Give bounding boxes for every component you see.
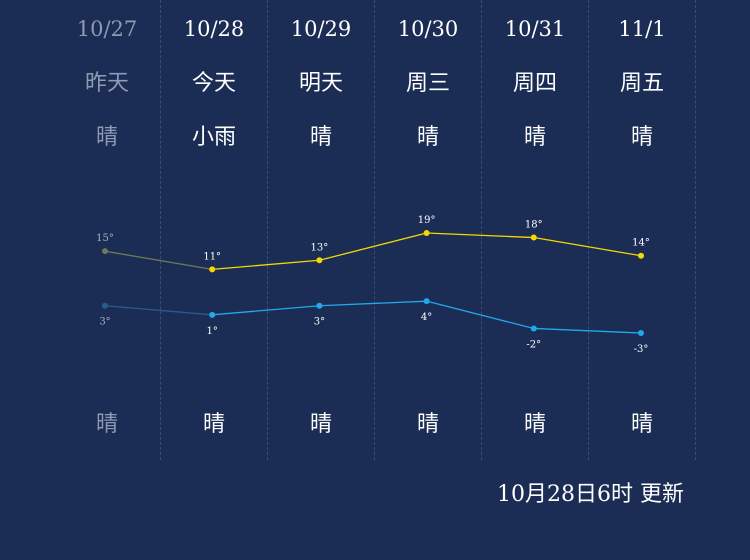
date-label: 10/30 — [397, 17, 459, 41]
day-column-tomorrow: 10/29 明天 晴 晴 — [268, 0, 375, 460]
date-label: 10/31 — [504, 17, 566, 41]
day-column-thursday: 10/31 周四 晴 晴 — [482, 0, 589, 460]
date-label: 10/29 — [290, 17, 352, 41]
date-label: 10/27 — [76, 17, 138, 41]
day-name: 今天 — [191, 71, 236, 96]
day-column-wednesday: 10/30 周三 晴 晴 — [375, 0, 482, 460]
day-name: 周四 — [512, 71, 557, 96]
night-condition: 晴 — [202, 412, 225, 437]
night-condition: 晴 — [630, 412, 653, 437]
day-name: 明天 — [298, 71, 343, 96]
day-condition: 晴 — [630, 125, 653, 150]
day-condition: 小雨 — [191, 125, 236, 150]
day-condition: 晴 — [309, 125, 332, 150]
night-condition: 晴 — [416, 412, 439, 437]
day-name: 昨天 — [84, 71, 129, 96]
day-condition: 晴 — [523, 125, 546, 150]
day-column-today: 10/28 今天 小雨 晴 — [161, 0, 268, 460]
date-label: 10/28 — [183, 17, 245, 41]
day-condition: 晴 — [416, 125, 439, 150]
day-name: 周五 — [619, 71, 664, 96]
day-column-yesterday: 10/27 昨天 晴 晴 — [54, 0, 161, 460]
day-name: 周三 — [405, 71, 450, 96]
day-column-friday: 11/1 周五 晴 晴 — [589, 0, 696, 460]
date-label: 11/1 — [618, 17, 666, 41]
night-condition: 晴 — [95, 412, 118, 437]
day-condition: 晴 — [95, 125, 118, 150]
update-time: 10月28日6时 更新 — [497, 482, 684, 507]
night-condition: 晴 — [523, 412, 546, 437]
night-condition: 晴 — [309, 412, 332, 437]
